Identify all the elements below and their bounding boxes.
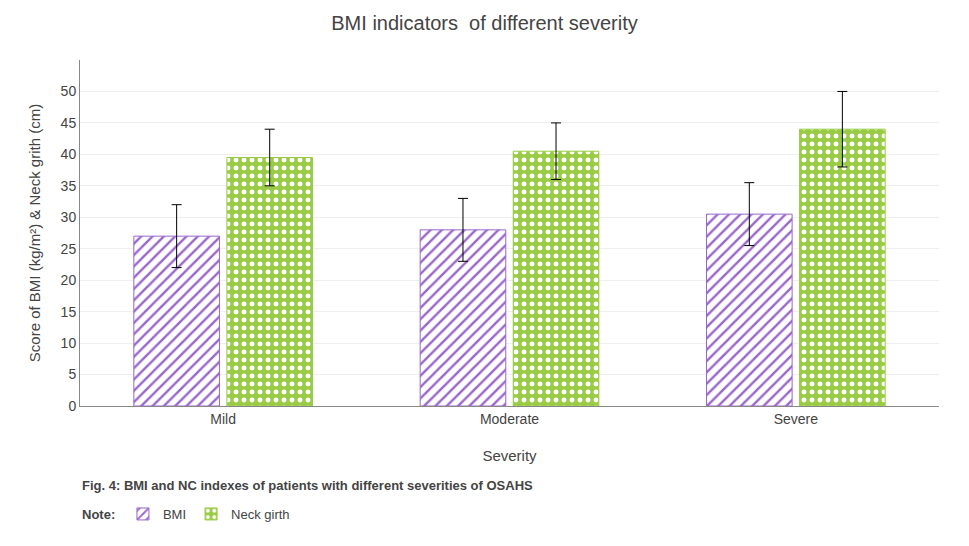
svg-text:25: 25 — [61, 241, 77, 257]
svg-text:15: 15 — [61, 304, 77, 320]
svg-text:0: 0 — [68, 398, 76, 414]
svg-text:Fig. 4: BMI and NC indexes of: Fig. 4: BMI and NC indexes of patients w… — [82, 478, 533, 493]
svg-text:35: 35 — [61, 178, 77, 194]
svg-text:Score of BMI (kg/m²) & Neck gr: Score of BMI (kg/m²) & Neck grith (cm) — [26, 104, 43, 362]
svg-text:40: 40 — [61, 146, 77, 162]
svg-text:30: 30 — [61, 209, 77, 225]
svg-text:BMI: BMI — [163, 507, 186, 522]
svg-text:BMI indicators of different s: BMI indicators of different severity — [331, 12, 637, 34]
svg-text:20: 20 — [61, 272, 77, 288]
svg-text:10: 10 — [61, 335, 77, 351]
svg-text:Mild: Mild — [210, 411, 236, 427]
svg-text:5: 5 — [68, 366, 76, 382]
svg-text:Severe: Severe — [774, 411, 819, 427]
svg-text:Note:: Note: — [82, 507, 115, 522]
svg-text:Severity: Severity — [482, 447, 537, 464]
svg-text:Neck girth: Neck girth — [231, 507, 290, 522]
svg-text:45: 45 — [61, 115, 77, 131]
svg-text:Moderate: Moderate — [480, 411, 539, 427]
svg-text:50: 50 — [61, 83, 77, 99]
